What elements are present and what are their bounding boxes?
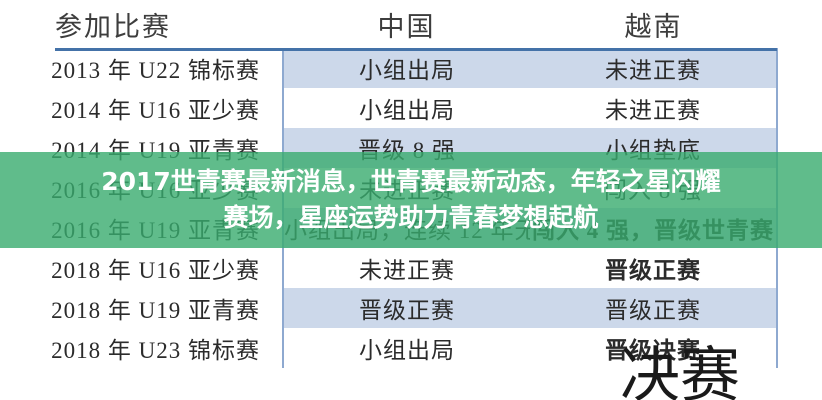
cell-china-result: 小组出局 — [283, 88, 530, 128]
column-header-event: 参加比赛 — [40, 0, 283, 48]
cell-china-result: 未进正赛 — [283, 248, 530, 288]
table-row: 2014 年 U16 亚少赛 小组出局 未进正赛 — [40, 88, 778, 128]
overlay-caption-line-2: 赛场，星座运势助力青春梦想起航 — [223, 203, 599, 232]
cell-event: 2018 年 U23 锦标赛 — [40, 328, 284, 368]
cell-china-result: 晋级正赛 — [283, 288, 530, 328]
table-row: 2013 年 U22 锦标赛 小组出局 未进正赛 — [40, 48, 778, 88]
column-header-vietnam: 越南 — [530, 0, 777, 48]
watermark-text: 决赛 — [620, 341, 740, 400]
cell-vietnam-result: 晋级正赛 — [530, 248, 778, 288]
cell-vietnam-result: 未进正赛 — [530, 88, 778, 128]
table-row: 2018 年 U19 亚青赛 晋级正赛 晋级正赛 — [40, 288, 778, 328]
cell-china-result: 小组出局 — [283, 48, 530, 88]
table-header: 参加比赛 中国 越南 — [40, 0, 777, 48]
cell-event: 2018 年 U19 亚青赛 — [40, 288, 284, 328]
cell-vietnam-result: 晋级正赛 — [530, 288, 778, 328]
table-row: 2018 年 U23 锦标赛 小组出局 晋级决赛 — [40, 328, 778, 368]
green-overlay-band — [0, 152, 822, 248]
overlay-caption-line-1: 2017世青赛最新消息，世青赛最新动态，年轻之星闪耀 — [101, 167, 721, 196]
cell-event: 2018 年 U16 亚少赛 — [40, 248, 284, 288]
header-row: 参加比赛 中国 越南 — [40, 0, 777, 48]
cell-event: 2013 年 U22 锦标赛 — [40, 48, 284, 88]
cell-vietnam-result: 晋级决赛 — [530, 328, 778, 368]
cell-event: 2014 年 U16 亚少赛 — [40, 88, 284, 128]
table-row: 2018 年 U16 亚少赛 未进正赛 晋级正赛 — [40, 248, 778, 288]
column-header-china: 中国 — [283, 0, 530, 48]
cell-china-result: 小组出局 — [283, 328, 530, 368]
cell-vietnam-result: 未进正赛 — [530, 48, 778, 88]
header-divider-rule — [55, 48, 777, 51]
overlay-caption: 2017世青赛最新消息，世青赛最新动态，年轻之星闪耀 赛场，星座运势助力青春梦想… — [0, 152, 822, 248]
